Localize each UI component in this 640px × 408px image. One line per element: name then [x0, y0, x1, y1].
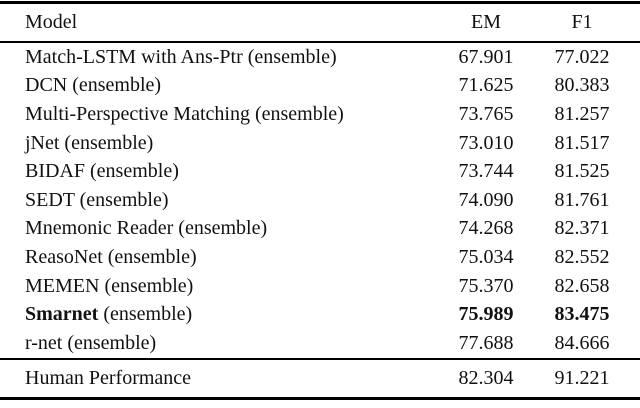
- model-name-cell: Match-LSTM with Ans-Ptr (ensemble): [25, 45, 337, 68]
- column-header-model: Model: [25, 11, 78, 33]
- f1-score-cell: 81.517: [554, 131, 610, 154]
- table-row: r-net (ensemble) 77.688 84.666: [0, 329, 640, 358]
- em-score-cell: 74.268: [458, 217, 514, 240]
- table-row: jNet (ensemble) 73.010 81.517: [0, 129, 640, 158]
- em-score-cell: 77.688: [458, 331, 514, 354]
- column-header-f1: F1: [571, 11, 593, 33]
- em-score-cell: 73.010: [458, 131, 514, 154]
- model-name-cell: BIDAF (ensemble): [25, 160, 179, 183]
- model-name-cell: MEMEN (ensemble): [25, 274, 194, 297]
- f1-score-cell: 84.666: [554, 331, 610, 354]
- column-header-em: EM: [471, 11, 501, 33]
- f1-score-cell: 81.525: [554, 160, 610, 183]
- f1-score-cell: 81.257: [554, 102, 610, 125]
- em-score-cell: 67.901: [458, 45, 514, 68]
- model-name-cell: ReasoNet (ensemble): [25, 245, 197, 268]
- em-score-cell: 75.370: [458, 274, 514, 297]
- model-name-cell: Human Performance: [25, 366, 192, 389]
- f1-score-cell: 80.383: [554, 74, 610, 97]
- table-row: Match-LSTM with Ans-Ptr (ensemble) 67.901…: [0, 43, 640, 72]
- f1-score-cell: 83.475: [554, 303, 610, 326]
- f1-score-cell: 82.371: [554, 217, 610, 240]
- model-name-cell: jNet (ensemble): [25, 131, 154, 154]
- f1-score-cell: 82.658: [554, 274, 610, 297]
- top-rule: [0, 1, 640, 4]
- em-score-cell: 74.090: [458, 188, 514, 211]
- em-score-cell: 71.625: [458, 74, 514, 97]
- em-score-cell: 73.765: [458, 102, 514, 125]
- em-score-cell: 82.304: [458, 366, 514, 389]
- table-row: DCN (ensemble) 71.625 80.383: [0, 72, 640, 101]
- f1-score-cell: 91.221: [554, 366, 610, 389]
- model-name-cell: Smarnet (ensemble): [25, 303, 193, 326]
- em-score-cell: 75.989: [458, 303, 514, 326]
- human-performance-row: Human Performance 82.304 91.221: [0, 360, 640, 397]
- model-name-cell: r-net (ensemble): [25, 331, 157, 354]
- f1-score-cell: 77.022: [554, 45, 610, 68]
- model-name-cell: Multi-Perspective Matching (ensemble): [25, 102, 344, 125]
- footer-rule: [0, 357, 640, 360]
- f1-score-cell: 81.761: [554, 188, 610, 211]
- table-header-row: Model EM F1: [0, 4, 640, 41]
- header-rule: [0, 41, 640, 43]
- table-row: Multi-Perspective Matching (ensemble) 73.…: [0, 100, 640, 129]
- table-row: ReasoNet (ensemble) 75.034 82.552: [0, 243, 640, 272]
- table-row: Smarnet (ensemble) 75.989 83.475: [0, 300, 640, 329]
- model-name-cell: DCN (ensemble): [25, 74, 162, 97]
- model-name-cell: SEDT (ensemble): [25, 188, 169, 211]
- model-name-cell: Mnemonic Reader (ensemble): [25, 217, 268, 240]
- table-body: Match-LSTM with Ans-Ptr (ensemble) 67.901…: [0, 43, 640, 358]
- table-row: Mnemonic Reader (ensemble) 74.268 82.371: [0, 215, 640, 244]
- em-score-cell: 73.744: [458, 160, 514, 183]
- table-row: MEMEN (ensemble) 75.370 82.658: [0, 272, 640, 301]
- table-row: BIDAF (ensemble) 73.744 81.525: [0, 157, 640, 186]
- f1-score-cell: 82.552: [554, 245, 610, 268]
- bottom-rule: [0, 396, 640, 400]
- table-row: SEDT (ensemble) 74.090 81.761: [0, 186, 640, 215]
- em-score-cell: 75.034: [458, 245, 514, 268]
